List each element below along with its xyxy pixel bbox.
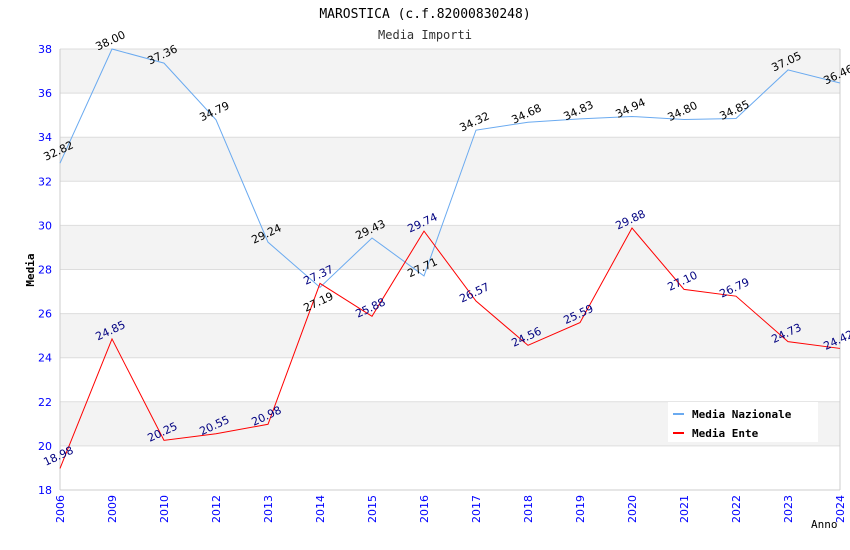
x-tick-label: 2019: [574, 495, 587, 523]
x-tick-label: 2021: [678, 495, 691, 523]
grid-band: [60, 93, 840, 138]
x-tick-label: 2010: [158, 495, 171, 523]
y-tick-label: 38: [38, 43, 52, 56]
x-axis-label: Anno: [811, 518, 838, 531]
x-tick-label: 2016: [418, 495, 431, 523]
y-tick-label: 34: [38, 131, 52, 144]
x-tick-label: 2013: [262, 495, 275, 523]
x-tick-label: 2024: [834, 495, 847, 523]
x-tick-label: 2014: [314, 495, 327, 523]
x-tick-label: 2006: [54, 495, 67, 523]
grid-band: [60, 269, 840, 314]
grid-band: [60, 137, 840, 182]
y-tick-label: 26: [38, 308, 52, 321]
y-tick-label: 24: [38, 352, 52, 365]
x-tick-label: 2018: [522, 495, 535, 523]
chart-subtitle: Media Importi: [378, 28, 472, 42]
grid-band: [60, 445, 840, 490]
y-axis-label: Media: [24, 253, 37, 286]
y-tick-label: 36: [38, 87, 52, 100]
grid-band: [60, 313, 840, 358]
y-tick-label: 20: [38, 440, 52, 453]
y-tick-label: 28: [38, 264, 52, 277]
x-tick-label: 2009: [106, 495, 119, 523]
y-tick-label: 30: [38, 219, 52, 232]
x-tick-label: 2020: [626, 495, 639, 523]
y-tick-label: 18: [38, 484, 52, 497]
legend-label-nazionale: Media Nazionale: [692, 408, 792, 421]
y-tick-label: 22: [38, 396, 52, 409]
x-tick-label: 2022: [730, 495, 743, 523]
x-tick-label: 2012: [210, 495, 223, 523]
legend: Media Nazionale Media Ente: [668, 402, 818, 442]
x-tick-label: 2017: [470, 495, 483, 523]
x-tick-label: 2023: [782, 495, 795, 523]
series-line-ente: [59, 227, 841, 469]
x-tick-label: 2015: [366, 495, 379, 523]
grid-band: [60, 225, 840, 270]
series-line-nazionale: [59, 48, 841, 289]
grid-band: [60, 49, 840, 94]
grid-band: [60, 357, 840, 402]
y-tick-label: 32: [38, 175, 52, 188]
legend-label-ente: Media Ente: [692, 427, 759, 440]
chart-title: MAROSTICA (c.f.82000830248): [319, 7, 530, 22]
